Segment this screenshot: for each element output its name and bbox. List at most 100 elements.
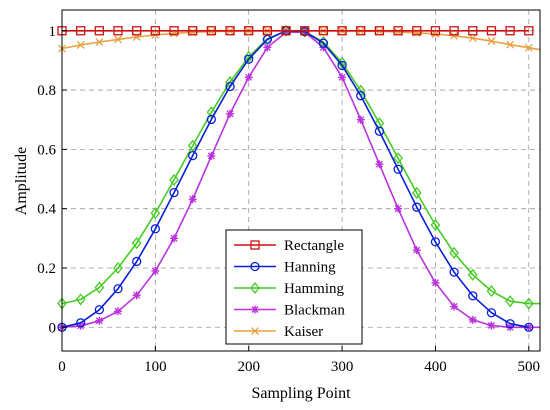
legend-marker-kaiser — [251, 327, 259, 335]
legend-marker-rectangle-shape — [250, 240, 260, 250]
point-hanning — [393, 164, 403, 174]
point-blackman — [394, 204, 403, 213]
point-rectangle — [505, 26, 515, 36]
point-blackman-shape — [95, 316, 104, 325]
point-hamming-shape — [131, 237, 142, 250]
point-rectangle-shape — [430, 26, 441, 36]
point-blackman — [338, 73, 347, 82]
point-blackman — [263, 43, 272, 52]
point-hanning — [449, 267, 459, 277]
y-tick-label: 0.4 — [37, 202, 56, 218]
point-rectangle-shape — [356, 26, 366, 36]
point-kaiser-shape — [114, 35, 122, 44]
point-blackman — [450, 302, 459, 311]
point-hamming — [505, 295, 515, 308]
point-hamming — [75, 293, 86, 306]
point-hanning-shape — [505, 319, 515, 329]
point-hanning-shape — [449, 267, 459, 277]
point-hanning — [94, 305, 104, 315]
point-blackman-shape — [114, 307, 123, 316]
point-kaiser-shape — [95, 38, 104, 46]
point-blackman — [375, 160, 384, 169]
legend-marker-kaiser-shape — [251, 327, 259, 335]
point-rectangle — [169, 26, 179, 36]
x-tick-label: 100 — [144, 359, 167, 375]
point-hanning-shape — [318, 38, 329, 48]
point-blackman-shape — [226, 109, 235, 118]
point-blackman — [356, 115, 365, 124]
point-rectangle — [356, 26, 366, 36]
point-rectangle-shape — [449, 26, 459, 36]
point-kaiser — [76, 41, 85, 49]
point-hamming — [430, 218, 441, 232]
point-rectangle-shape — [412, 26, 422, 36]
point-rectangle — [300, 26, 310, 36]
point-rectangle — [113, 26, 123, 36]
legend-label-kaiser: Kaiser — [284, 324, 323, 340]
point-kaiser-shape — [431, 30, 440, 38]
point-kaiser — [524, 43, 533, 52]
legend-marker-rectangle — [250, 240, 260, 250]
point-rectangle — [188, 26, 198, 36]
point-hanning-shape — [393, 164, 403, 174]
point-kaiser-shape — [76, 41, 85, 49]
legend-box — [225, 229, 363, 345]
point-hamming-shape — [449, 246, 459, 259]
point-rectangle — [76, 26, 86, 36]
point-blackman-shape — [356, 115, 365, 124]
point-blackman — [95, 316, 104, 325]
point-rectangle — [150, 26, 161, 36]
legend-item-kaiser: Kaiser — [234, 324, 323, 340]
point-rectangle — [132, 26, 142, 36]
point-hanning — [169, 188, 179, 198]
point-hanning — [318, 38, 329, 48]
point-hanning — [225, 81, 235, 92]
point-hanning — [337, 60, 347, 71]
point-hamming — [467, 268, 478, 281]
point-kaiser — [114, 35, 122, 44]
point-rectangle-shape — [132, 26, 142, 36]
point-hanning-shape — [468, 291, 478, 301]
point-blackman — [412, 246, 421, 255]
point-hanning-shape — [430, 237, 441, 247]
x-tick-label: 200 — [237, 359, 260, 375]
point-hamming — [187, 139, 198, 152]
point-hamming-shape — [94, 281, 105, 294]
y-tick-label: 0 — [49, 320, 57, 336]
point-rectangle — [486, 26, 497, 36]
x-axis-label: Sampling Point — [251, 385, 351, 402]
point-rectangle-shape — [486, 26, 497, 36]
legend-label-hanning: Hanning — [284, 260, 336, 276]
point-hanning-shape — [337, 60, 347, 71]
point-rectangle-shape — [262, 26, 273, 36]
point-hamming-shape — [467, 268, 478, 281]
point-hanning — [468, 291, 478, 301]
point-kaiser-shape — [207, 27, 216, 36]
point-rectangle-shape — [374, 26, 385, 36]
point-blackman-shape — [132, 291, 141, 300]
point-hamming — [449, 246, 459, 259]
point-hamming — [206, 106, 217, 119]
point-hanning-shape — [524, 322, 534, 332]
point-hamming-shape — [113, 261, 123, 275]
point-blackman — [132, 291, 141, 300]
point-blackman — [188, 195, 197, 204]
point-blackman — [170, 234, 179, 243]
point-blackman — [487, 321, 496, 330]
point-hamming-shape — [243, 50, 254, 63]
point-blackman — [151, 266, 160, 275]
point-hamming — [411, 186, 422, 199]
x-tick-label: 0 — [58, 359, 66, 375]
point-blackman — [226, 109, 235, 118]
point-blackman-shape — [394, 204, 403, 213]
point-kaiser — [468, 34, 477, 43]
point-rectangle-shape — [225, 26, 235, 36]
point-hamming-shape — [281, 24, 291, 37]
point-kaiser — [431, 30, 440, 38]
legend-marker-hanning-shape — [250, 261, 260, 272]
point-hamming — [393, 152, 403, 165]
point-rectangle — [281, 26, 291, 36]
point-hamming-shape — [187, 139, 198, 152]
point-kaiser — [450, 31, 459, 40]
